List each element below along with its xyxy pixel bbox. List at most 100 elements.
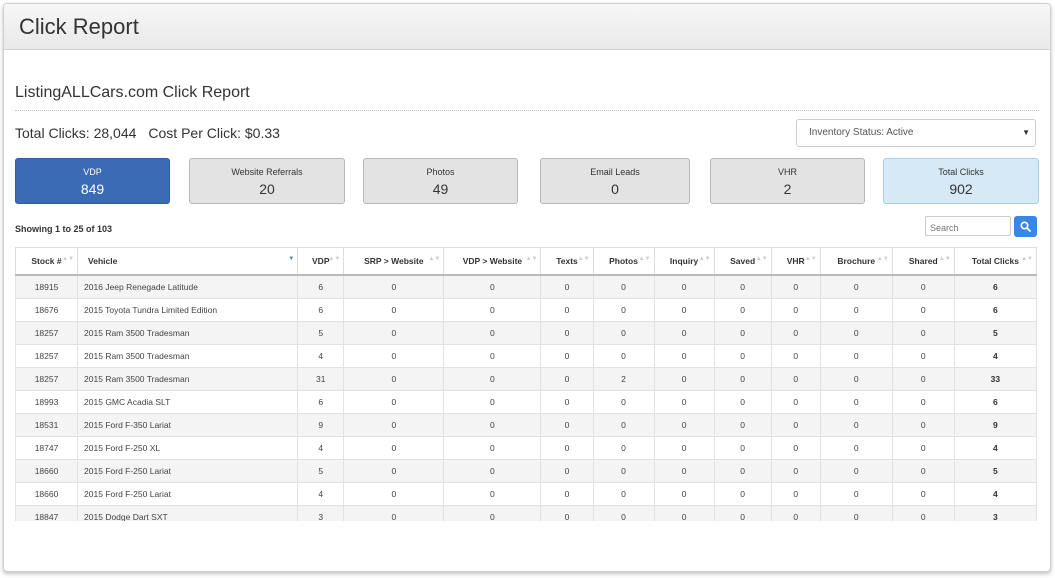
table-cell: 0 bbox=[770, 274, 821, 299]
table-cell: 0 bbox=[653, 344, 715, 368]
sort-icon: ▲▼ bbox=[1021, 256, 1033, 262]
table-row[interactable]: 18993 2015 GMC Acadia SLT 6 0 0 0 0 0 0 0 0 0 6 bbox=[15, 390, 1038, 414]
table-cell: 0 bbox=[891, 482, 955, 506]
sort-icon: ▲▼ bbox=[428, 256, 441, 262]
table-cell: 0 bbox=[819, 413, 893, 437]
search-input[interactable] bbox=[925, 216, 1011, 236]
column-header-stock[interactable]: Stock # ▲▼ bbox=[15, 247, 79, 276]
divider bbox=[15, 110, 1039, 111]
table-cell: 0 bbox=[653, 482, 715, 506]
metric-tiles: VDP 849 Website Referrals 20 Photos 49 E… bbox=[15, 158, 1039, 204]
report-table-container: Stock # ▲▼ Vehicle ▼ VDP ▲▼ SRP > Website ▲▼… bbox=[15, 247, 1039, 521]
column-header-texts[interactable]: Texts ▲▼ bbox=[540, 247, 594, 276]
tile-vhr[interactable]: VHR 2 bbox=[710, 158, 865, 204]
column-header-inquiry[interactable]: Inquiry ▲▼ bbox=[653, 247, 715, 276]
search-button[interactable] bbox=[1014, 216, 1037, 237]
tile-label: Website Referrals bbox=[231, 167, 303, 177]
tile-website-referrals[interactable]: Website Referrals 20 bbox=[189, 158, 345, 204]
table-cell: 2015 Ford F-350 Lariat bbox=[77, 413, 299, 437]
table-cell: 0 bbox=[891, 321, 955, 345]
table-cell: 6 bbox=[297, 298, 345, 322]
table-cell: 18257 bbox=[15, 367, 79, 391]
table-cell: 0 bbox=[443, 298, 542, 322]
table-row[interactable]: 18676 2015 Toyota Tundra Limited Edition 6… bbox=[15, 298, 1038, 322]
tile-value: 902 bbox=[949, 181, 973, 197]
table-cell: 2015 Dodge Dart SXT bbox=[77, 505, 299, 521]
table-cell: 0 bbox=[443, 321, 542, 345]
table-cell: 9 bbox=[297, 413, 345, 437]
table-cell: 0 bbox=[540, 274, 594, 299]
table-cell: 6 bbox=[953, 274, 1038, 299]
table-cell: 3 bbox=[297, 505, 345, 521]
table-cell: 2015 Ram 3500 Tradesman bbox=[77, 367, 299, 391]
table-cell: 4 bbox=[297, 436, 345, 460]
column-header-brochure[interactable]: Brochure ▲▼ bbox=[819, 247, 893, 276]
table-cell: 0 bbox=[819, 436, 893, 460]
table-cell: 0 bbox=[343, 459, 445, 483]
inventory-status-select[interactable]: Inventory Status: Active ▼ bbox=[796, 119, 1036, 147]
column-header-vdp[interactable]: VDP ▲▼ bbox=[297, 247, 345, 276]
column-header-saved[interactable]: Saved ▲▼ bbox=[713, 247, 772, 276]
table-cell: 0 bbox=[540, 321, 594, 345]
table-row[interactable]: 18257 2015 Ram 3500 Tradesman 5 0 0 0 0 0 0 0 0 0 5 bbox=[15, 321, 1038, 345]
sort-icon: ▲▼ bbox=[577, 256, 590, 262]
table-cell: 0 bbox=[540, 505, 594, 521]
tile-value: 849 bbox=[80, 181, 105, 197]
sort-icon: ▲▼ bbox=[638, 256, 651, 262]
table-cell: 0 bbox=[540, 344, 594, 368]
table-cell: 0 bbox=[713, 390, 772, 414]
table-cell: 18660 bbox=[15, 459, 79, 483]
table-cell: 0 bbox=[540, 367, 594, 391]
table-cell: 0 bbox=[540, 436, 594, 460]
table-row[interactable]: 18531 2015 Ford F-350 Lariat 9 0 0 0 0 0 0 0 0 0 9 bbox=[15, 413, 1038, 437]
column-header-shared[interactable]: Shared ▲▼ bbox=[891, 247, 955, 276]
column-header-photos[interactable]: Photos ▲▼ bbox=[592, 247, 655, 276]
tile-value: 0 bbox=[611, 181, 619, 197]
total-clicks-text: Total Clicks: 28,044 bbox=[15, 125, 137, 141]
table-cell: 0 bbox=[592, 298, 655, 322]
table-cell: 18257 bbox=[15, 344, 79, 368]
table-cell: 0 bbox=[540, 413, 594, 437]
table-cell: 0 bbox=[770, 459, 821, 483]
table-cell: 18747 bbox=[15, 436, 79, 460]
tile-vdp[interactable]: VDP 849 bbox=[15, 158, 170, 204]
page-title: Click Report bbox=[19, 14, 139, 39]
column-header-srp-website[interactable]: SRP > Website ▲▼ bbox=[343, 247, 445, 276]
table-row[interactable]: 18847 2015 Dodge Dart SXT 3 0 0 0 0 0 0 0 0 0 3 bbox=[15, 505, 1038, 521]
tile-photos[interactable]: Photos 49 bbox=[363, 158, 518, 204]
table-cell: 0 bbox=[443, 505, 542, 521]
table-cell: 2 bbox=[592, 367, 655, 391]
table-row[interactable]: 18257 2015 Ram 3500 Tradesman 4 0 0 0 0 0 0 0 0 0 4 bbox=[15, 344, 1038, 368]
table-cell: 0 bbox=[819, 482, 893, 506]
table-cell: 0 bbox=[592, 459, 655, 483]
table-cell: 0 bbox=[343, 298, 445, 322]
column-header-vehicle[interactable]: Vehicle ▼ bbox=[77, 247, 299, 276]
sort-icon: ▲▼ bbox=[876, 256, 889, 262]
column-header-vhr[interactable]: VHR ▲▼ bbox=[770, 247, 821, 276]
column-header-total-clicks[interactable]: Total Clicks ▲▼ bbox=[953, 247, 1038, 276]
tile-value: 2 bbox=[783, 181, 792, 197]
click-report-panel: Click Report ListingALLCars.com Click Re… bbox=[3, 3, 1051, 572]
table-cell: 0 bbox=[653, 390, 715, 414]
column-header-vdp-website[interactable]: VDP > Website ▲▼ bbox=[443, 247, 542, 276]
table-cell: 0 bbox=[443, 459, 542, 483]
table-row[interactable]: 18747 2015 Ford F-250 XL 4 0 0 0 0 0 0 0 0 0 4 bbox=[15, 436, 1038, 460]
table-cell: 0 bbox=[713, 321, 772, 345]
table-cell: 0 bbox=[713, 413, 772, 437]
table-cell: 0 bbox=[770, 390, 821, 414]
table-cell: 0 bbox=[770, 413, 821, 437]
table-header-row: Stock # ▲▼ Vehicle ▼ VDP ▲▼ SRP > Website ▲▼… bbox=[15, 247, 1038, 276]
table-row[interactable]: 18660 2015 Ford F-250 Lariat 5 0 0 0 0 0 0 0 0 0 5 bbox=[15, 459, 1038, 483]
cost-per-click-text: Cost Per Click: $0.33 bbox=[148, 125, 280, 141]
table-cell: 5 bbox=[953, 459, 1038, 483]
table-row[interactable]: 18257 2015 Ram 3500 Tradesman 31 0 0 0 2 0 0 0 0 0 3… bbox=[15, 367, 1038, 391]
table-cell: 2015 Ford F-250 XL bbox=[77, 436, 299, 460]
table-cell: 0 bbox=[770, 436, 821, 460]
tile-total-clicks[interactable]: Total Clicks 902 bbox=[883, 158, 1039, 204]
table-row[interactable]: 18915 2016 Jeep Renegade Latitude 6 0 0 0 0 0 0 0… bbox=[15, 274, 1038, 299]
report-table: Stock # ▲▼ Vehicle ▼ VDP ▲▼ SRP > Website ▲▼… bbox=[15, 247, 1038, 521]
table-info: Showing 1 to 25 of 103 bbox=[15, 224, 113, 234]
tile-email-leads[interactable]: Email Leads 0 bbox=[540, 158, 690, 204]
table-row[interactable]: 18660 2015 Ford F-250 Lariat 4 0 0 0 0 0 0 0 0 0 4 bbox=[15, 482, 1038, 506]
table-cell: 0 bbox=[891, 274, 955, 299]
